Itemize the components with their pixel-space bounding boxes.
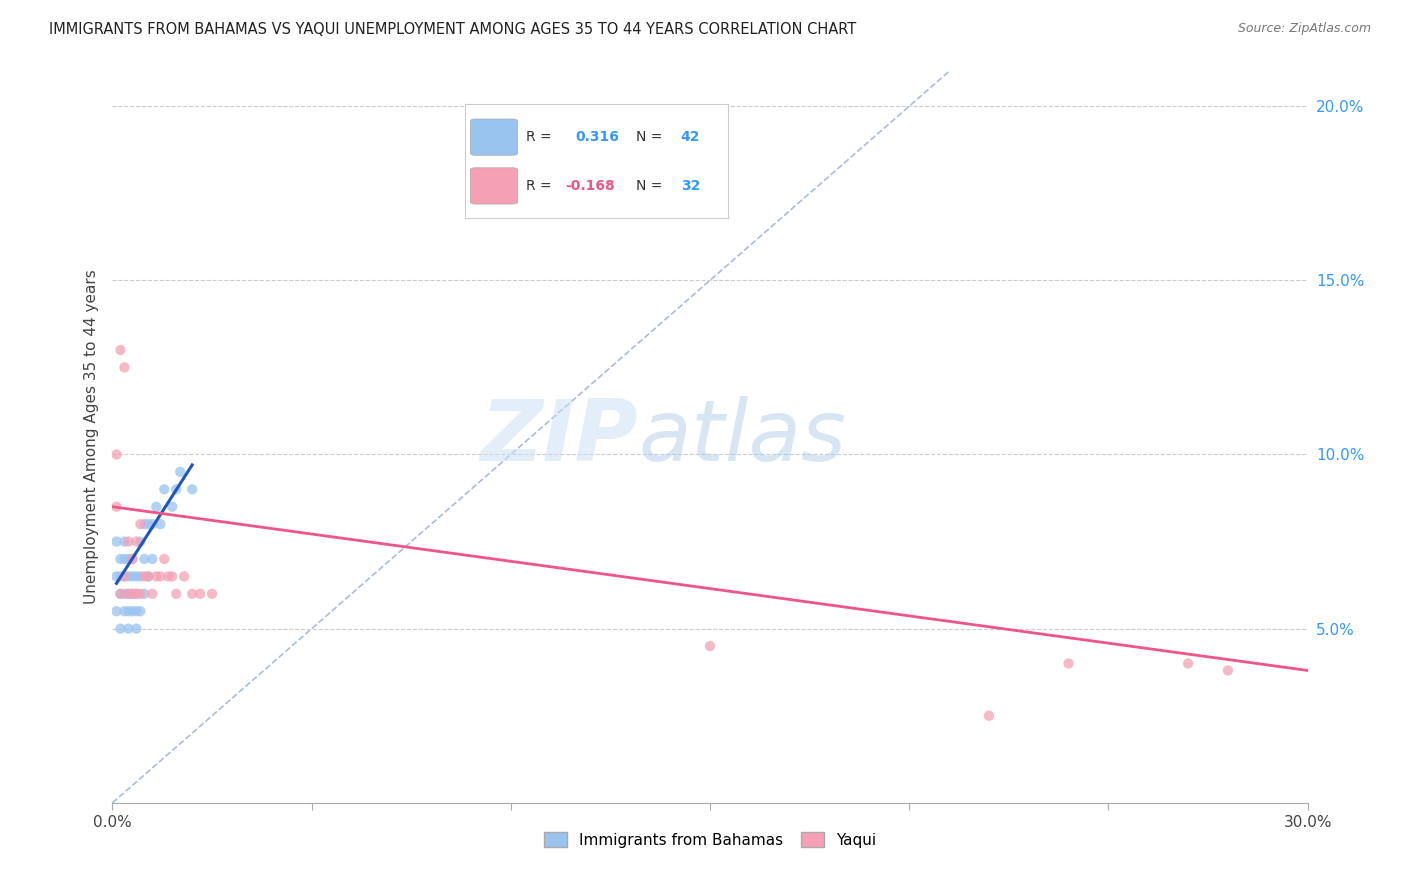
Point xyxy=(117,552,139,566)
Text: atlas: atlas xyxy=(638,395,846,479)
Point xyxy=(105,534,128,549)
Point xyxy=(169,465,191,479)
Point xyxy=(105,500,128,514)
Point xyxy=(114,552,135,566)
Point xyxy=(181,587,204,601)
Point xyxy=(117,587,139,601)
Point xyxy=(977,708,1000,723)
Text: IMMIGRANTS FROM BAHAMAS VS YAQUI UNEMPLOYMENT AMONG AGES 35 TO 44 YEARS CORRELAT: IMMIGRANTS FROM BAHAMAS VS YAQUI UNEMPLO… xyxy=(49,22,856,37)
Point xyxy=(1216,664,1239,678)
Point xyxy=(1177,657,1199,671)
Point xyxy=(141,517,163,532)
Point xyxy=(105,569,128,583)
Point xyxy=(138,569,160,583)
Point xyxy=(125,587,148,601)
Point xyxy=(157,569,180,583)
Point xyxy=(134,552,156,566)
Point xyxy=(125,534,148,549)
Point xyxy=(162,569,183,583)
Point xyxy=(121,587,143,601)
Point xyxy=(110,622,132,636)
Point xyxy=(110,587,132,601)
Point xyxy=(110,587,132,601)
Point xyxy=(121,552,143,566)
Point xyxy=(125,604,148,618)
Point xyxy=(153,552,176,566)
Point xyxy=(145,569,167,583)
Point xyxy=(165,483,187,497)
Point xyxy=(121,552,143,566)
Point xyxy=(117,587,139,601)
Point xyxy=(134,517,156,532)
Point xyxy=(138,569,160,583)
Point xyxy=(125,587,148,601)
Point xyxy=(699,639,721,653)
Point xyxy=(117,604,139,618)
Point xyxy=(114,360,135,375)
Point xyxy=(134,569,156,583)
Legend: Immigrants from Bahamas, Yaqui: Immigrants from Bahamas, Yaqui xyxy=(537,826,883,854)
Point xyxy=(149,517,172,532)
Point xyxy=(129,534,152,549)
Point xyxy=(145,500,167,514)
Point xyxy=(138,517,160,532)
Point xyxy=(114,604,135,618)
Point xyxy=(117,622,139,636)
Point xyxy=(173,569,195,583)
Text: Source: ZipAtlas.com: Source: ZipAtlas.com xyxy=(1237,22,1371,36)
Point xyxy=(129,569,152,583)
Point xyxy=(129,604,152,618)
Point xyxy=(162,500,183,514)
Point xyxy=(121,569,143,583)
Point xyxy=(105,448,128,462)
Point xyxy=(121,587,143,601)
Point xyxy=(110,343,132,357)
Point xyxy=(1057,657,1080,671)
Point xyxy=(110,552,132,566)
Point xyxy=(201,587,224,601)
Point xyxy=(181,483,204,497)
Point xyxy=(141,552,163,566)
Point xyxy=(153,483,176,497)
Point xyxy=(110,569,132,583)
Point xyxy=(129,517,152,532)
Point xyxy=(114,587,135,601)
Point xyxy=(129,587,152,601)
Point xyxy=(125,569,148,583)
Point xyxy=(141,587,163,601)
Point xyxy=(114,534,135,549)
Point xyxy=(188,587,211,601)
Point xyxy=(149,569,172,583)
Text: ZIP: ZIP xyxy=(481,395,638,479)
Point xyxy=(114,569,135,583)
Y-axis label: Unemployment Among Ages 35 to 44 years: Unemployment Among Ages 35 to 44 years xyxy=(83,269,98,605)
Point xyxy=(114,569,135,583)
Point xyxy=(121,604,143,618)
Point xyxy=(165,587,187,601)
Point xyxy=(117,569,139,583)
Point xyxy=(105,604,128,618)
Point xyxy=(134,587,156,601)
Point xyxy=(117,534,139,549)
Point xyxy=(125,622,148,636)
